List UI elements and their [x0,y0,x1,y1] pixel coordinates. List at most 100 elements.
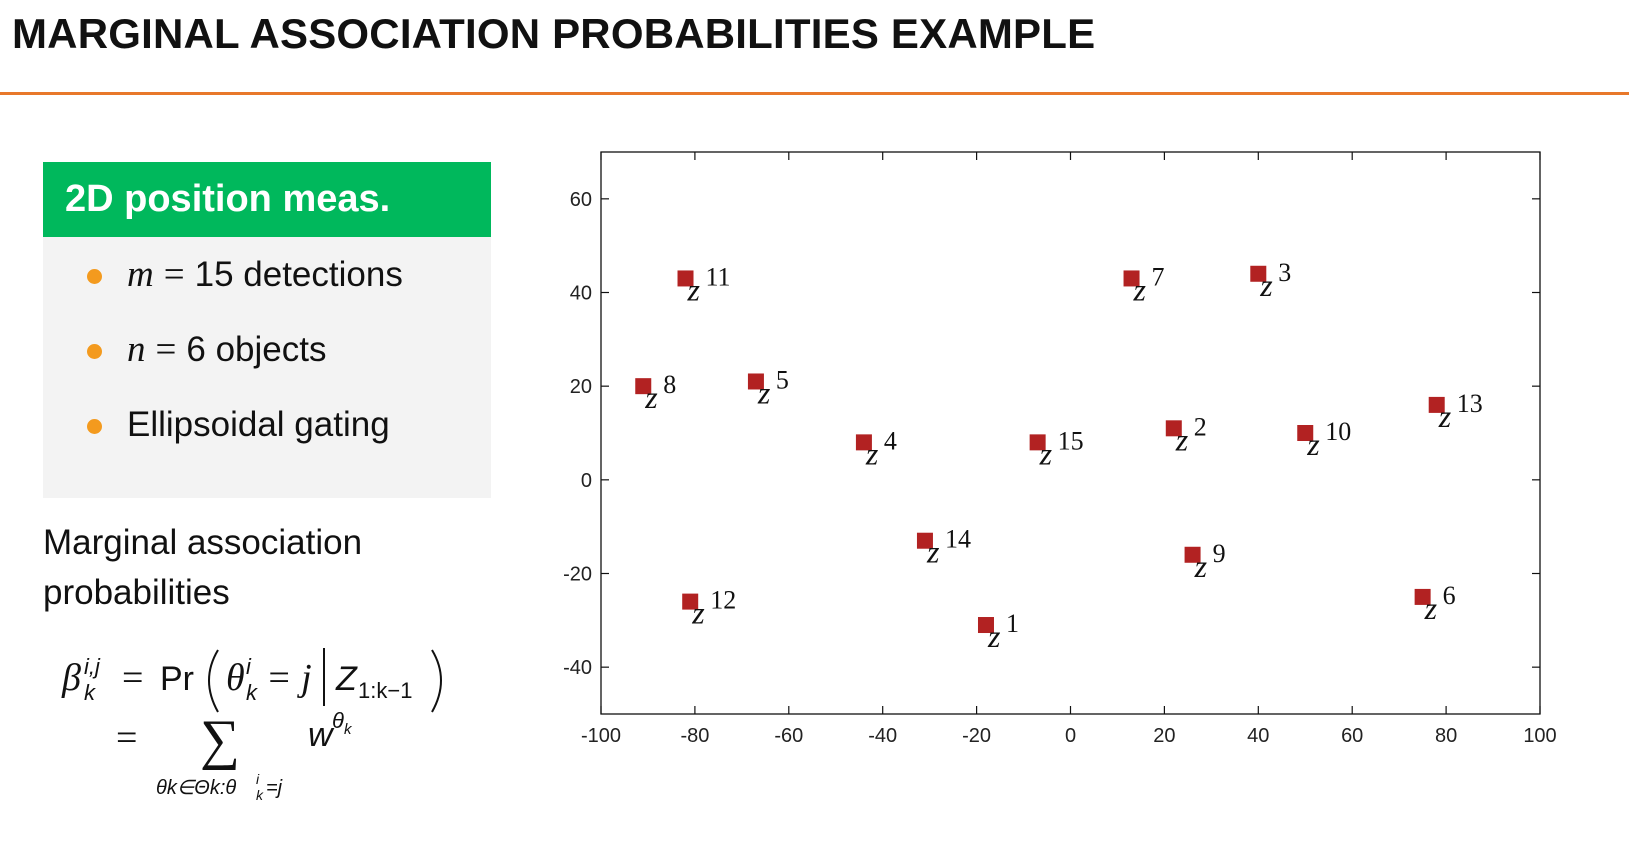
data-point-index: 5 [776,365,789,394]
data-point-index: 4 [884,426,897,455]
formula-sum-sub: θk∈Θk:θ [156,777,236,799]
bullet-dot-icon [87,419,102,434]
data-point-marker [682,593,699,610]
list-item: Ellipsoidal gating [43,387,491,462]
data-point-marker [1165,420,1182,437]
formula-beta: β [61,657,81,699]
data-point-label: z [1039,435,1053,471]
item-text: 6 objects [186,330,327,369]
data-point-index: 1 [1006,609,1019,638]
data-point-marker [747,373,764,390]
formula-sum-sub-sub-k: k [256,787,264,803]
formula-sup-i: i [246,654,252,679]
data-point-label: z [1194,548,1208,584]
data-point-index: 3 [1278,258,1291,287]
data-point-label: z [1306,426,1320,462]
list-item: n = 6 objects [43,312,491,387]
math-equals: = [155,329,177,370]
data-point-label: z [987,618,1001,654]
formula-eq-j: = j [266,657,312,699]
chart-axes: -100 -80 -60 -40 -20 0 20 40 60 80 100 -40 -20 0 20 40 6… [563,151,1557,747]
data-point-index: 8 [663,370,676,399]
data-point-label: z [1438,398,1452,434]
math-equals: = [163,254,185,295]
formula-w-sup-sub: k [344,721,353,738]
data-point-label: z [1259,267,1273,303]
marginal-label: Marginal association probabilities [43,518,503,618]
data-point-index: 12 [710,586,736,615]
data-point-marker [1297,425,1314,441]
formula-z-sub: 1:k−1 [358,678,412,703]
formula-theta: θ [226,657,245,699]
formula-equals-2: = [116,717,137,759]
y-tick-label: 40 [570,283,592,305]
data-point-index: 14 [945,525,971,554]
scatter-chart-svg: -100 -80 -60 -40 -20 0 20 40 60 80 100 -40 -20 0 20 40 6… [563,151,1557,747]
x-tick-label: 80 [1435,725,1457,747]
block-header: 2D position meas. [43,162,491,237]
data-point-label: z [865,435,879,471]
x-tick-label: -100 [581,725,621,747]
y-tick-label: -20 [563,564,592,586]
chart-marks: z 1z 2z 3z 4z 5z 6z 7z 8z 9z 10z 11z 12z 13z 14z 15 [635,258,1483,654]
data-point-marker [1123,270,1140,287]
formula-left-paren [208,649,219,713]
x-tick-label: -40 [868,725,897,747]
bullet-dot-icon [87,344,102,359]
data-point-marker [855,434,872,451]
formula-theta-sub-k: k [246,680,258,705]
data-point-label: z [687,271,701,307]
data-point-label: z [757,374,771,410]
data-point-index: 7 [1152,262,1165,291]
title-rule [0,92,1629,95]
y-tick-label: 20 [570,376,592,398]
item-text: Ellipsoidal gating [127,405,390,444]
data-point-index: 9 [1213,539,1226,568]
data-point-marker [916,532,933,549]
data-point-label: z [926,534,940,570]
data-point-marker [1414,588,1431,605]
item-text: 15 detections [194,255,403,294]
formula-w: w [308,716,335,754]
formula-equals: = [122,657,143,699]
data-point-marker [1250,265,1267,282]
x-tick-label: 100 [1523,725,1556,747]
data-point-label: z [691,595,705,631]
formula-pr: Pr [160,660,194,698]
data-point-label: z [644,379,658,415]
data-point-marker [1029,434,1046,451]
y-tick-label: 0 [581,470,592,492]
x-tick-label: 0 [1065,725,1076,747]
formula-sum-sub-tail: =j [266,777,283,799]
math-variable-n: n [127,329,146,370]
marginal-label-line1: Marginal association [43,523,363,562]
formula-sum-sub-sup-i: i [256,771,260,787]
scatter-chart: -100 -80 -60 -40 -20 0 20 40 60 80 100 -40 -20 0 20 40 6… [560,140,1580,785]
y-tick-label: -40 [563,657,592,679]
info-block: 2D position meas. m = 15 detections n = 6 ob… [43,162,491,498]
data-point-marker [635,378,652,395]
data-point-index: 10 [1325,417,1351,446]
data-point-label: z [1175,421,1189,457]
formula-sigma: ∑ [200,709,240,771]
data-point-label: z [1424,590,1438,626]
formula: β i,j k = Pr θ i k = j Z 1:k−1 = ∑ w θ k… [60,640,520,840]
formula-z: Z [335,660,358,698]
slide-title: MARGINAL ASSOCIATION PROBABILITIES EXAMP… [12,10,1096,57]
formula-sup-ij: i,j [84,654,101,679]
data-point-index: 2 [1194,412,1207,441]
data-point-label: z [1133,271,1147,307]
data-point-index: 11 [706,262,731,291]
math-variable-m: m [127,254,154,295]
bullet-dot-icon [87,269,102,284]
x-tick-label: -20 [962,725,991,747]
data-point-marker [677,270,694,287]
data-point-index: 6 [1443,581,1456,610]
data-point-marker [1428,396,1445,413]
x-tick-label: 60 [1341,725,1363,747]
formula-svg: β i,j k = Pr θ i k = j Z 1:k−1 = ∑ w θ k… [61,648,442,803]
data-point-marker [1184,546,1201,563]
x-tick-label: 20 [1153,725,1175,747]
formula-w-sup: θ [332,708,344,733]
list-item: m = 15 detections [43,237,491,312]
